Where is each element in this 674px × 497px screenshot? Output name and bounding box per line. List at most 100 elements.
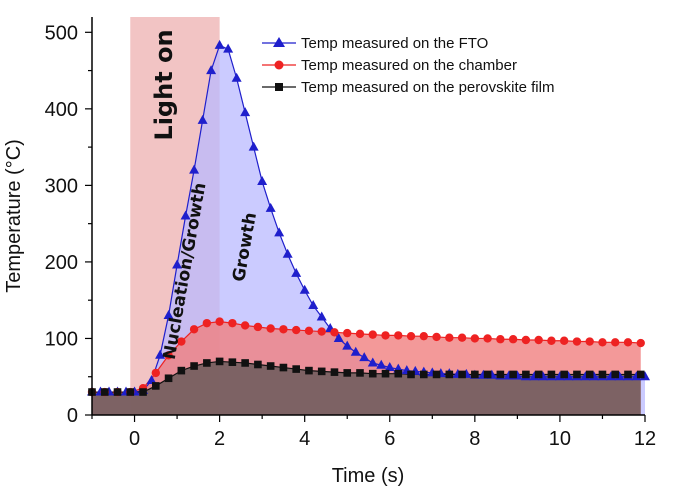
data-point-chamber <box>611 338 620 347</box>
data-point-perovskite <box>254 360 262 369</box>
data-point-perovskite <box>445 370 454 379</box>
data-point-perovskite <box>547 370 556 379</box>
x-tick-label: 6 <box>384 428 395 450</box>
data-point-perovskite <box>241 359 249 367</box>
data-point-chamber <box>317 327 326 336</box>
data-point-chamber <box>228 318 237 328</box>
data-point-perovskite <box>215 357 224 366</box>
data-point-fto <box>265 202 276 212</box>
data-point-chamber <box>253 322 263 332</box>
y-tick-label: 400 <box>45 99 78 121</box>
y-tick-label: 300 <box>45 175 78 197</box>
data-point-fto <box>299 284 310 294</box>
data-point-fto <box>384 362 395 372</box>
data-point-fto <box>308 300 319 310</box>
data-point-chamber <box>457 333 467 342</box>
data-point-chamber <box>240 321 250 330</box>
data-point-chamber <box>521 335 531 345</box>
data-point-fto <box>333 332 344 342</box>
data-point-perovskite <box>573 370 581 379</box>
data-point-perovskite <box>279 363 288 372</box>
legend-label-fto: Temp measured on the FTO <box>301 35 488 52</box>
data-point-fto <box>274 227 285 237</box>
data-point-perovskite <box>139 388 147 396</box>
data-point-fto <box>376 359 387 369</box>
data-point-chamber <box>291 325 301 335</box>
data-point-perovskite <box>483 370 492 379</box>
data-point-chamber <box>483 334 492 343</box>
x-axis-title: Time (s) <box>332 465 405 487</box>
legend-label-perovskite: Temp measured on the perovskite film <box>301 79 554 96</box>
data-point-perovskite <box>496 370 505 379</box>
data-point-chamber <box>636 338 645 348</box>
data-point-chamber <box>343 328 352 338</box>
data-point-perovskite <box>522 370 530 379</box>
data-point-fto <box>163 310 174 319</box>
data-point-chamber <box>508 335 518 344</box>
data-point-chamber <box>445 333 454 342</box>
data-point-perovskite <box>292 365 300 373</box>
data-point-perovskite <box>330 368 339 376</box>
legend: Temp measured on the FTO Temp measured o… <box>262 35 554 96</box>
data-point-perovskite <box>598 370 607 379</box>
data-point-perovskite <box>113 388 122 396</box>
data-point-fto <box>248 141 259 151</box>
data-point-chamber <box>432 332 441 342</box>
legend-label-chamber: Temp measured on the chamber <box>301 57 517 74</box>
data-point-fto <box>197 114 208 124</box>
data-point-perovskite <box>177 366 186 375</box>
data-point-perovskite <box>585 370 594 379</box>
data-point-chamber <box>368 330 377 339</box>
data-point-perovskite <box>190 362 198 370</box>
y-tick-label: 0 <box>67 405 78 427</box>
data-point-chamber <box>419 331 428 341</box>
y-tick-label: 200 <box>45 252 78 274</box>
annotation-light-on: Light on <box>150 29 178 140</box>
data-point-chamber <box>534 335 543 345</box>
legend-marker-circle <box>274 60 284 70</box>
data-point-chamber <box>406 331 416 341</box>
data-point-fto <box>342 340 353 350</box>
legend-item-perovskite: Temp measured on the perovskite film <box>262 79 554 96</box>
data-point-chamber <box>598 338 607 347</box>
y-axis-title: Temperature (°C) <box>3 139 25 293</box>
x-tick-label: 2 <box>214 428 225 450</box>
data-point-fto <box>172 259 183 269</box>
y-axis-ticks: 0 100 200 300 400 500 <box>45 22 92 427</box>
x-axis-ticks: 0 2 4 6 8 10 12 <box>91 415 656 450</box>
data-point-chamber <box>330 328 339 337</box>
data-point-perovskite <box>266 362 275 370</box>
series-markers <box>87 39 650 397</box>
data-point-perovskite <box>152 382 160 390</box>
data-point-perovskite <box>611 370 620 379</box>
x-tick-label: 4 <box>299 428 310 450</box>
data-point-fto <box>240 107 251 117</box>
data-point-chamber <box>381 331 390 340</box>
data-point-perovskite <box>126 388 135 396</box>
data-point-perovskite <box>305 366 313 375</box>
data-point-chamber <box>279 325 288 334</box>
data-point-perovskite <box>432 370 441 379</box>
data-point-chamber <box>394 331 403 340</box>
data-point-fto <box>359 352 370 362</box>
data-point-fto <box>282 248 293 258</box>
data-point-perovskite <box>203 359 211 367</box>
legend-item-fto: Temp measured on the FTO <box>262 35 488 52</box>
data-point-fto <box>367 357 378 367</box>
data-point-perovskite <box>356 369 364 377</box>
data-point-chamber <box>151 368 161 378</box>
data-point-perovskite <box>228 358 237 366</box>
data-point-fto <box>316 311 327 321</box>
data-point-perovskite <box>164 374 173 383</box>
data-point-perovskite <box>420 370 428 379</box>
data-point-perovskite <box>636 370 645 379</box>
data-point-fto <box>231 72 242 82</box>
data-point-fto <box>223 43 234 53</box>
data-point-fto <box>189 164 200 174</box>
data-point-fto <box>350 346 361 356</box>
data-point-perovskite <box>368 369 377 378</box>
data-point-fto <box>214 39 225 49</box>
data-point-chamber <box>164 351 173 360</box>
data-point-fto <box>180 210 191 220</box>
